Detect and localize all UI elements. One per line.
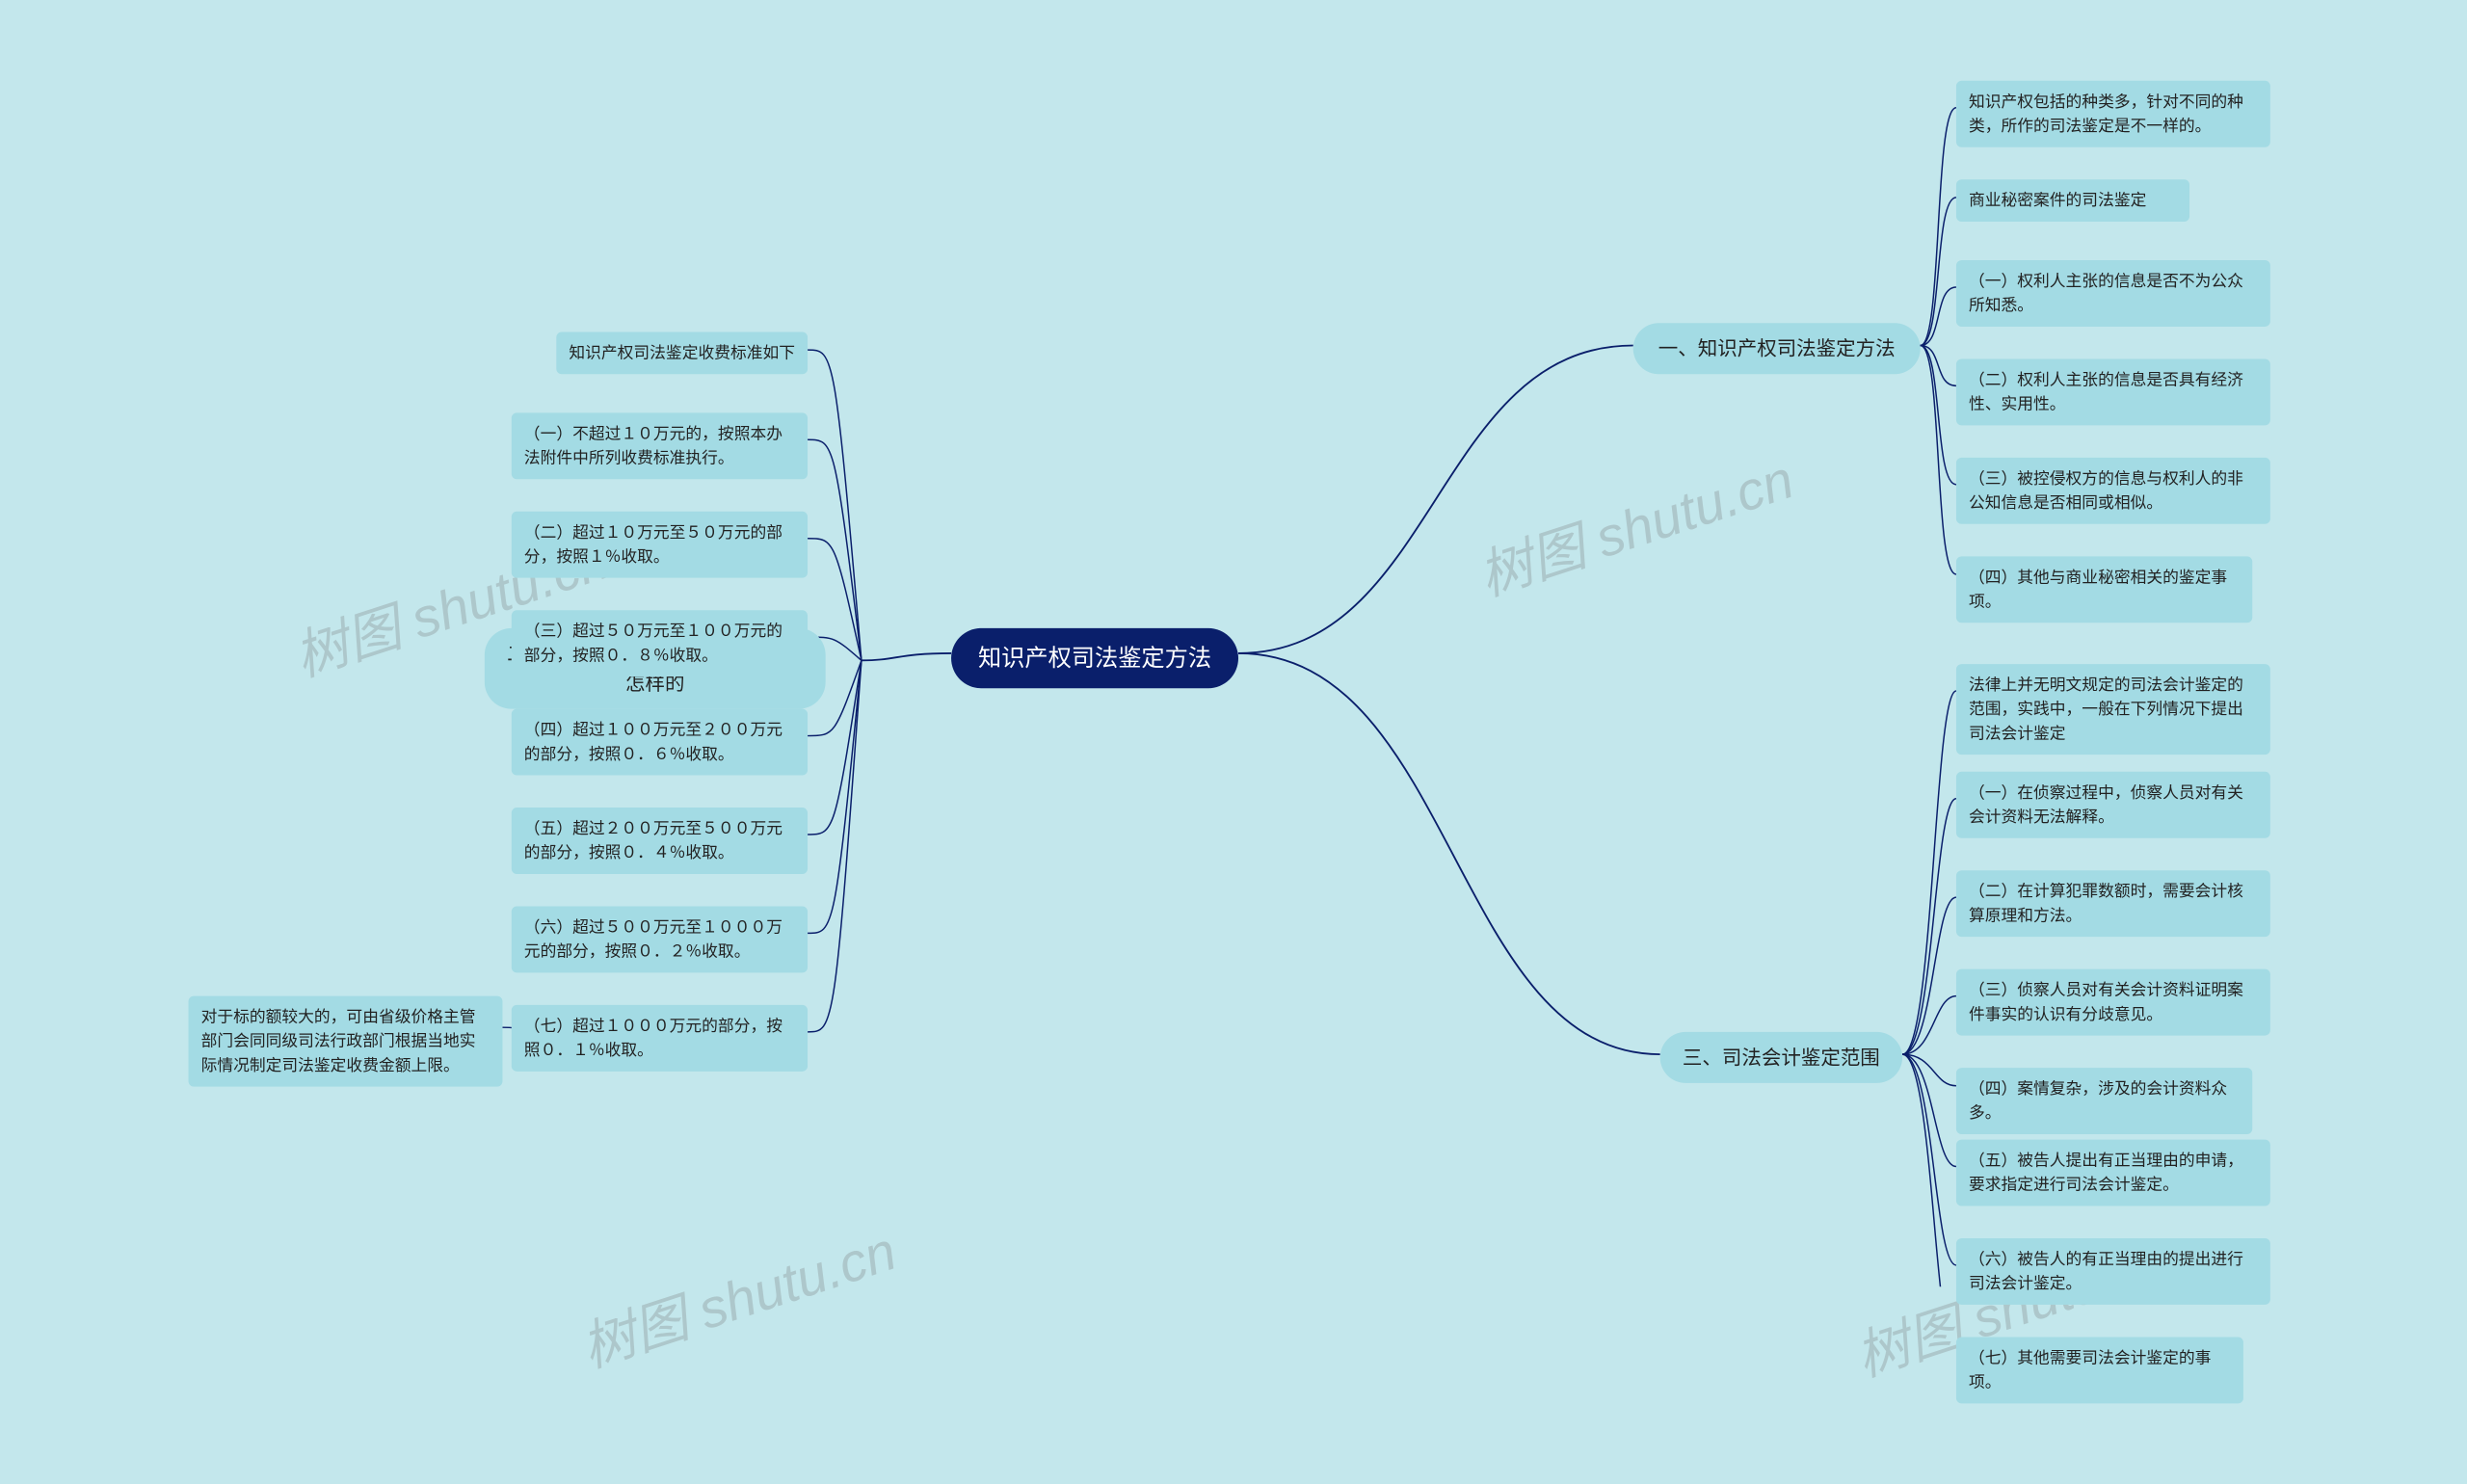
leaf-b2-2[interactable]: （一）不超过１０万元的，按照本办法附件中所列收费标准执行。 <box>512 412 808 479</box>
leaf-b2-1[interactable]: 知识产权司法鉴定收费标准如下 <box>556 332 808 375</box>
root-node[interactable]: 知识产权司法鉴定方法 <box>951 628 1238 688</box>
leaf-b2-4[interactable]: （三）超过５０万元至１００万元的部分，按照０．８％收取。 <box>512 610 808 676</box>
leaf-b1-5[interactable]: （三）被控侵权方的信息与权利人的非公知信息是否相同或相似。 <box>1956 458 2270 524</box>
leaf-b2-5[interactable]: （四）超过１００万元至２００万元的部分，按照０．６％收取。 <box>512 709 808 776</box>
watermark: 树图 shutu.cn <box>1468 437 1802 612</box>
leaf-b1-3[interactable]: （一）权利人主张的信息是否不为公众所知悉。 <box>1956 260 2270 327</box>
leaf-b3-2[interactable]: （一）在侦察过程中，侦察人员对有关会计资料无法解释。 <box>1956 772 2270 838</box>
leaf-b3-7[interactable]: （六）被告人的有正当理由的提出进行司法会计鉴定。 <box>1956 1238 2270 1305</box>
leaf-b3-3[interactable]: （二）在计算犯罪数额时，需要会计核算原理和方法。 <box>1956 870 2270 937</box>
leaf-b1-1[interactable]: 知识产权包括的种类多，针对不同的种类，所作的司法鉴定是不一样的。 <box>1956 81 2270 147</box>
leaf-b3-8[interactable]: （七）其他需要司法会计鉴定的事项。 <box>1956 1337 2243 1403</box>
leaf-b2-8a[interactable]: 对于标的额较大的，可由省级价格主管部门会同同级司法行政部门根据当地实际情况制定司… <box>189 996 503 1087</box>
leaf-b3-1[interactable]: 法律上并无明文规定的司法会计鉴定的范围，实践中，一般在下列情况下提出司法会计鉴定 <box>1956 664 2270 755</box>
branch-3[interactable]: 三、司法会计鉴定范围 <box>1660 1032 1902 1083</box>
leaf-b1-2[interactable]: 商业秘密案件的司法鉴定 <box>1956 179 2189 222</box>
leaf-b3-6[interactable]: （五）被告人提出有正当理由的申请，要求指定进行司法会计鉴定。 <box>1956 1140 2270 1206</box>
leaf-b3-4[interactable]: （三）侦察人员对有关会计资料证明案件事实的认识有分歧意见。 <box>1956 969 2270 1036</box>
leaf-b1-4[interactable]: （二）权利人主张的信息是否具有经济性、实用性。 <box>1956 358 2270 425</box>
leaf-b2-6[interactable]: （五）超过２００万元至５００万元的部分，按照０．４％收取。 <box>512 808 808 874</box>
leaf-b1-6[interactable]: （四）其他与商业秘密相关的鉴定事项。 <box>1956 556 2252 623</box>
branch-1[interactable]: 一、知识产权司法鉴定方法 <box>1633 323 1921 374</box>
leaf-b2-7[interactable]: （六）超过５００万元至１０００万元的部分，按照０．２％收取。 <box>512 906 808 972</box>
leaf-b2-8[interactable]: （七）超过１０００万元的部分，按照０．１％收取。 <box>512 1005 808 1072</box>
leaf-b2-3[interactable]: （二）超过１０万元至５０万元的部分，按照１％收取。 <box>512 512 808 578</box>
watermark: 树图 shutu.cn <box>570 1207 905 1383</box>
leaf-b3-5[interactable]: （四）案情复杂，涉及的会计资料众多。 <box>1956 1068 2252 1134</box>
